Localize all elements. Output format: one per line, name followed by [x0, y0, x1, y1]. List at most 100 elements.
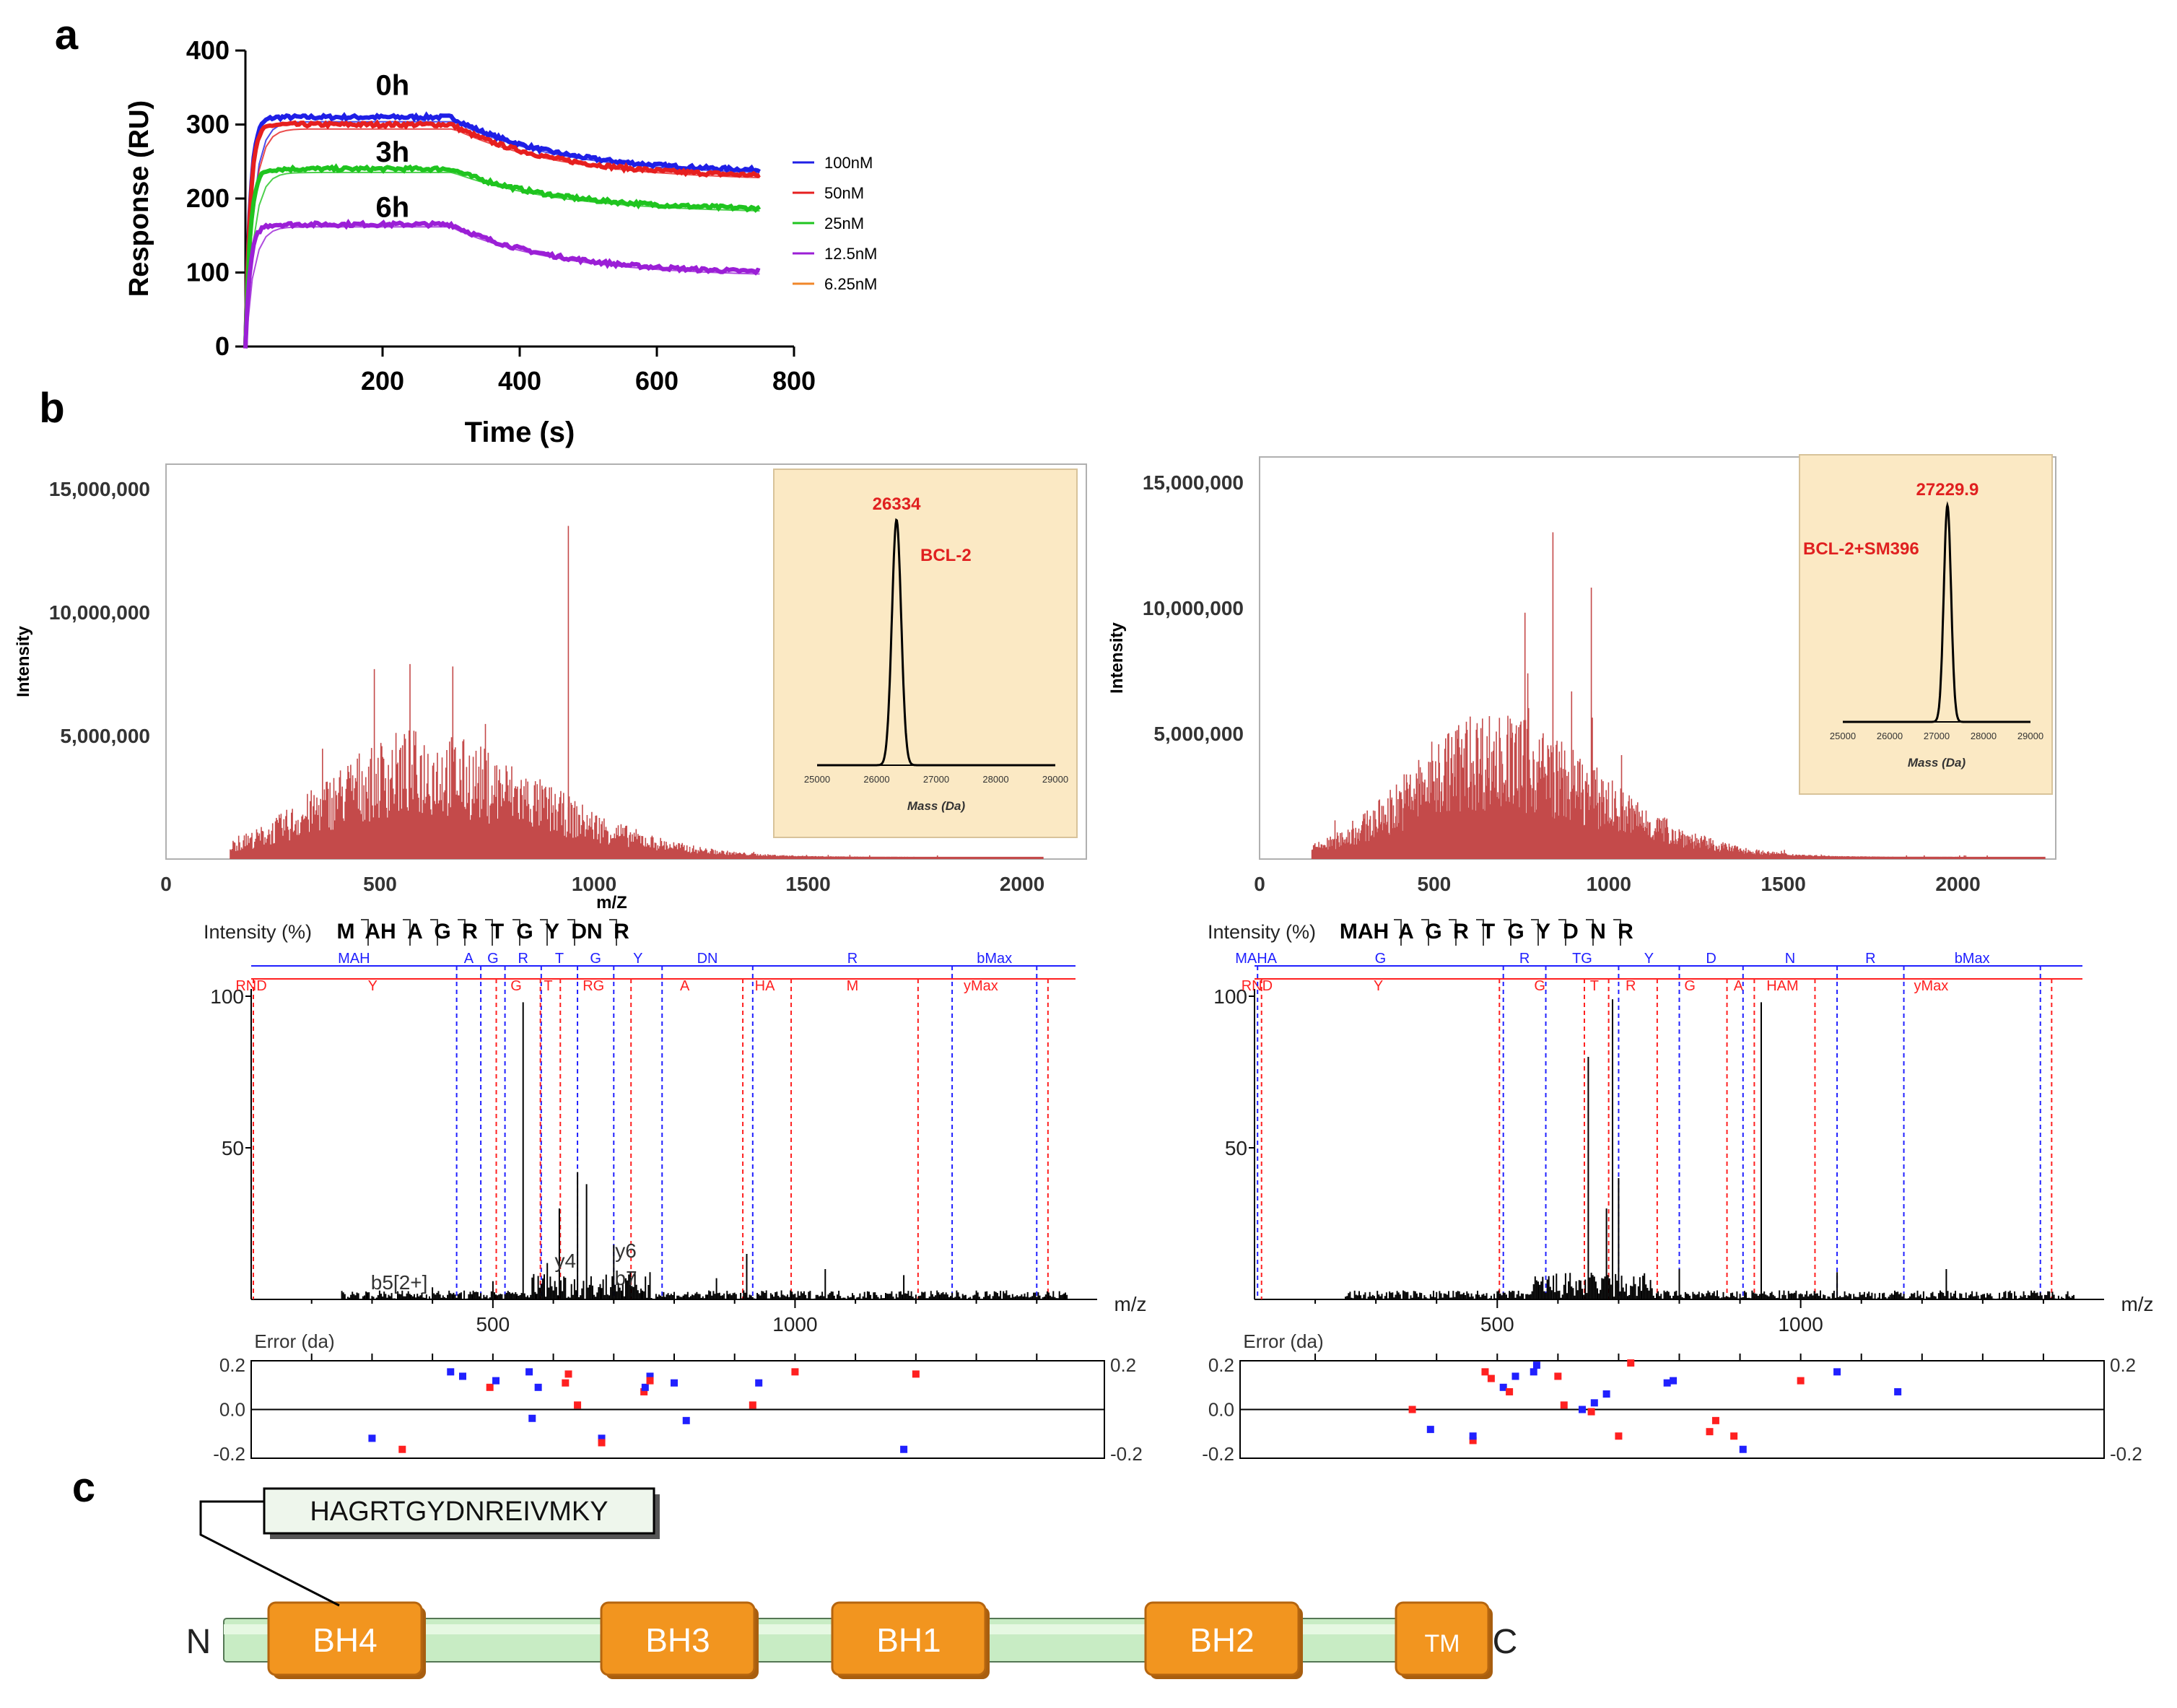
y-ion-label: A	[1734, 978, 1744, 994]
inset-tick-label: 29000	[2017, 731, 2043, 741]
error-point	[1730, 1432, 1738, 1440]
error-point	[1487, 1374, 1495, 1382]
c-terminus-label: C	[1493, 1623, 1518, 1661]
b-ion-label: A	[464, 951, 474, 967]
sequence-bracket	[609, 919, 617, 946]
sequence-residue: G	[1425, 920, 1441, 944]
x-tick-label: 0	[160, 873, 172, 895]
sequence-residue: G	[434, 920, 450, 944]
ms-spectrum-1: 5,000,000 10,000,000 15,000,000 0 500 1000 150…	[14, 463, 1087, 912]
error-point	[682, 1416, 690, 1424]
domain-label: BH4	[313, 1621, 377, 1659]
error-point	[1560, 1401, 1568, 1409]
panel-letter-a: a	[55, 12, 79, 58]
fit-line-0	[245, 121, 760, 347]
error-tick-label-right: 0.2	[2110, 1354, 2136, 1376]
error-point	[1469, 1437, 1477, 1445]
b-ion-label: G	[487, 951, 499, 967]
sequence-bracket	[512, 919, 520, 946]
sequence-residue: R	[614, 920, 629, 944]
y-ion-label: HAM	[1766, 978, 1798, 994]
y-tick-label: 15,000,000	[1143, 471, 1244, 494]
y-ion-label: G	[1684, 978, 1696, 994]
error-tick-label: 0.0	[219, 1399, 245, 1421]
inset-tick-label: 28000	[1971, 731, 1997, 741]
y-tick-label: 10,000,000	[49, 601, 150, 624]
series-line-1	[243, 119, 761, 349]
y-axis-label: Response (RU)	[124, 100, 154, 297]
error-point	[646, 1372, 654, 1380]
sequence-residue: R	[1453, 920, 1469, 944]
inset-panel	[773, 469, 1078, 838]
sequence-bracket	[458, 919, 466, 946]
y-ion-label: yMax	[1914, 978, 1948, 994]
sequence-residue: T	[491, 920, 504, 944]
x-tick-label: 500	[476, 1313, 510, 1336]
series-line-3	[243, 219, 761, 349]
y-tick-label: 100	[186, 258, 230, 287]
inset-peak	[817, 518, 1055, 767]
time-annotation: 3h	[376, 136, 410, 168]
error-point	[640, 1387, 648, 1395]
error-point	[459, 1372, 466, 1380]
inset-tick-label: 26000	[863, 774, 889, 785]
x-tick-label: 400	[498, 366, 541, 396]
inset-peak-mass: 26334	[873, 494, 921, 514]
error-point	[562, 1379, 570, 1387]
sequence-bracket	[1449, 919, 1457, 946]
x-tick-label: 1500	[1761, 873, 1806, 895]
x-tick-label: 1000	[572, 873, 616, 895]
b-ion-label: Y	[1644, 951, 1654, 967]
sequence-residue: N	[1590, 920, 1606, 944]
peak-annotation: y6	[615, 1239, 637, 1262]
error-point	[1408, 1406, 1416, 1413]
error-point	[791, 1368, 799, 1376]
fragment-peaks	[1254, 996, 2075, 1299]
x-axis-label: Time (s)	[465, 417, 575, 448]
peak-annotation: y4	[555, 1250, 577, 1272]
inset-tick-label: 26000	[1877, 731, 1903, 741]
b-ion-label: TG	[1572, 951, 1592, 967]
sequence-bracket	[403, 919, 411, 946]
error-point	[1511, 1372, 1519, 1380]
legend-entry: 6.25nM	[824, 275, 877, 293]
bcl2-domain-diagram: N C BH4 BH3 BH1 BH2 TM HAGRTGYDNREIVMKY	[186, 1487, 1518, 1679]
error-point	[1530, 1368, 1537, 1376]
y-ion-label: RND	[235, 978, 266, 994]
b-ion-label: MAHA	[1235, 951, 1277, 967]
error-point	[528, 1414, 536, 1422]
b-ion-label: R	[1519, 951, 1530, 967]
legend-entry: 100nM	[824, 154, 873, 172]
sequence-residue: R	[1618, 920, 1633, 944]
sequence-residue: AH	[365, 920, 396, 944]
time-annotation: 0h	[376, 70, 410, 102]
b-ion-label: D	[1706, 951, 1716, 967]
error-point	[749, 1401, 756, 1409]
peak-annotation: b5[2+]	[371, 1271, 428, 1294]
error-point	[1706, 1428, 1714, 1436]
domain-label: TM	[1424, 1630, 1460, 1657]
y-ion-label: HA	[755, 978, 775, 994]
panel-letter-b: b	[39, 385, 64, 432]
inset-tick-label: 27000	[923, 774, 949, 785]
b-ion-label: MAH	[338, 951, 370, 967]
sequence-bracket	[540, 919, 548, 946]
error-point	[525, 1368, 533, 1376]
legend-entry: 25nM	[824, 214, 864, 232]
sequence-residue: A	[1398, 920, 1414, 944]
peptide-callout-line	[199, 1500, 340, 1607]
error-point	[598, 1434, 606, 1442]
error-point	[1894, 1387, 1902, 1395]
inset-peak-mass: 27229.9	[1916, 480, 1979, 500]
b-ion-label: R	[847, 951, 858, 967]
y-ion-label: Y	[368, 978, 378, 994]
y-ion-label: R	[1626, 978, 1636, 994]
x-tick-label: 1500	[785, 873, 830, 895]
spectrum-trace	[1311, 532, 2046, 859]
inset-x-label: Mass (Da)	[907, 799, 966, 813]
panel-letter-c: c	[72, 1464, 95, 1511]
x-tick-label: 200	[361, 366, 404, 396]
error-tick-label: 0.2	[219, 1354, 245, 1376]
x-tick-label: 0	[1254, 873, 1265, 895]
y-tick-label: 400	[186, 35, 230, 65]
